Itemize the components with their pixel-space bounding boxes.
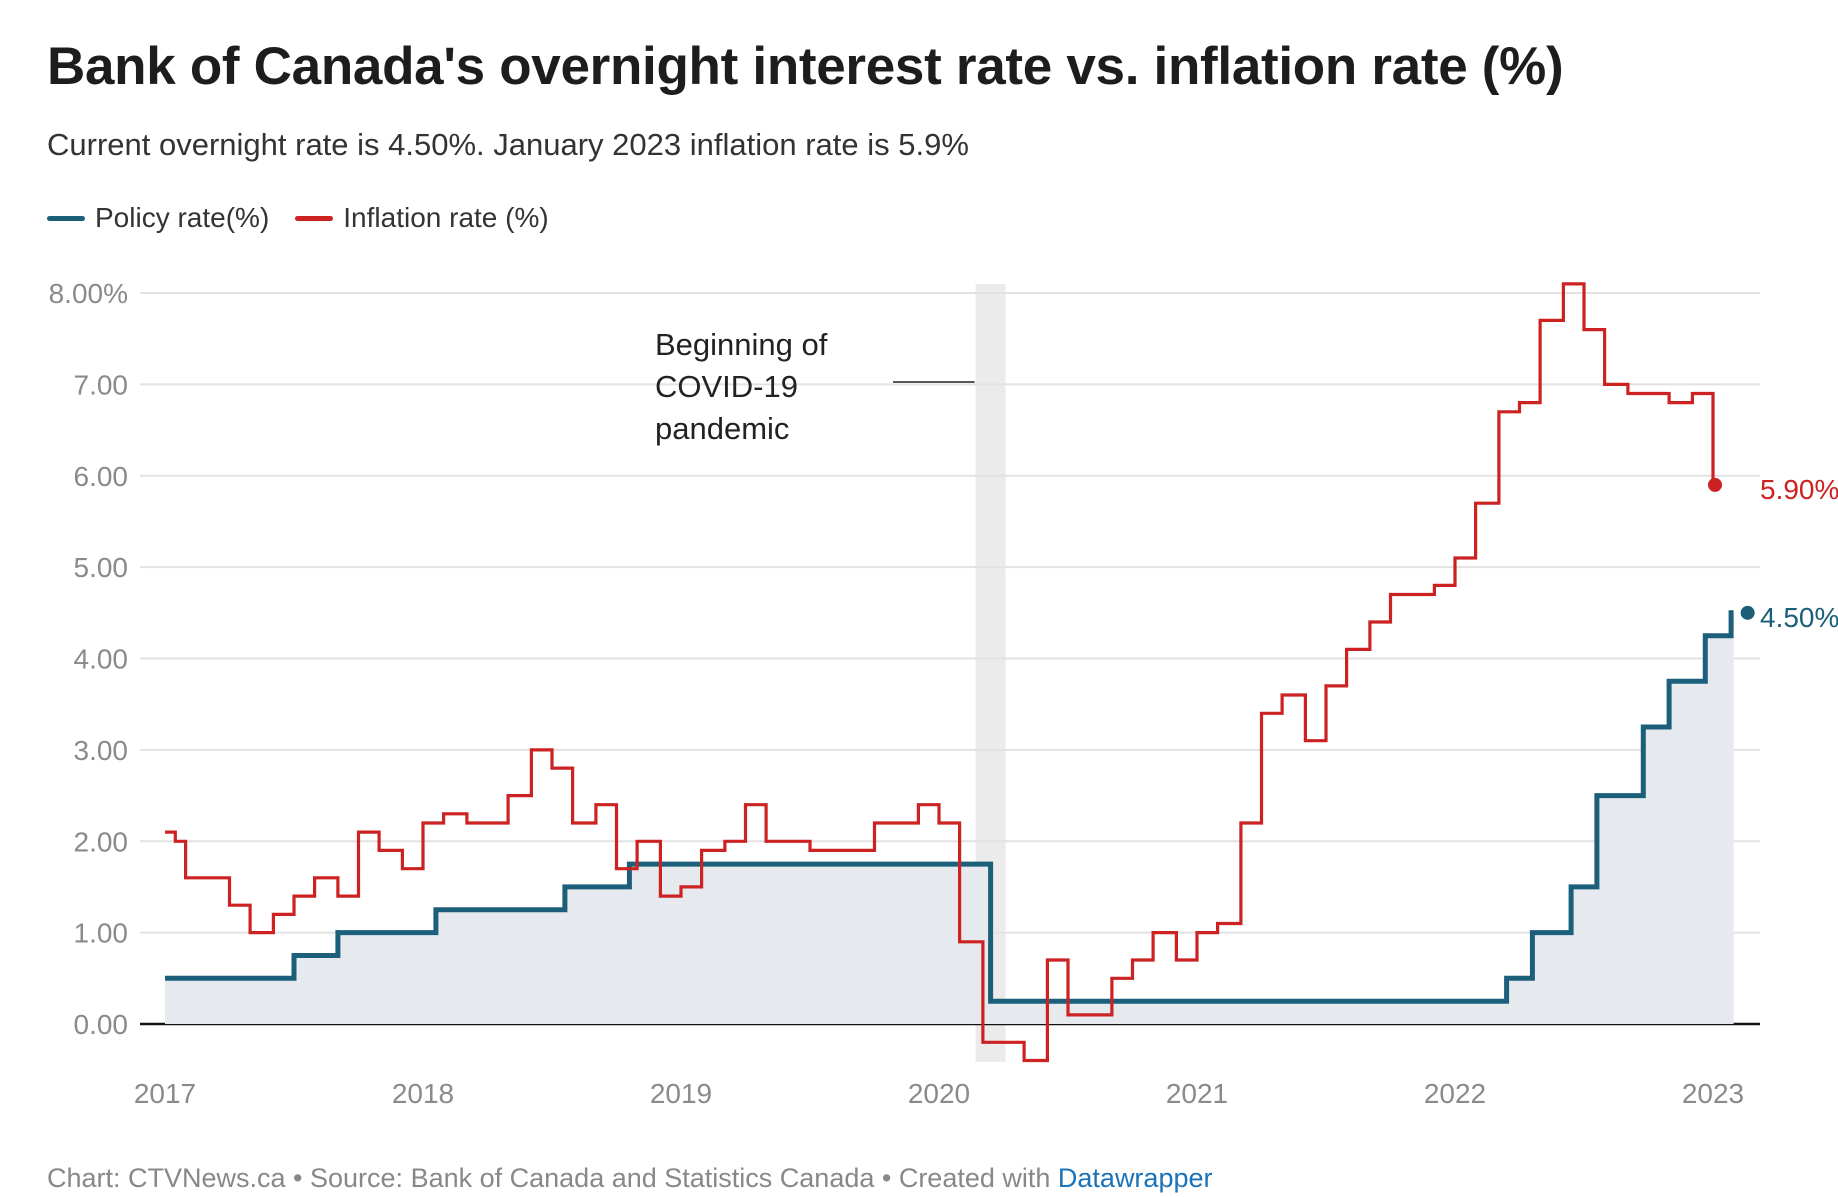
policy-rate-end-label: 4.50% [1760,602,1838,633]
inflation-rate-end-label: 5.90% [1760,474,1838,505]
x-tick-label: 2023 [1682,1078,1744,1109]
inflation-rate-end-marker [1708,477,1722,492]
policy-rate-line [165,610,1734,1004]
x-tick-label: 2022 [1424,1078,1486,1109]
chart-title: Bank of Canada's overnight interest rate… [47,37,1564,96]
y-tick-label: 6.00 [74,461,129,492]
legend-swatch-policy-rate [47,215,85,221]
y-tick-label: 2.00 [74,826,129,857]
legend: Policy rate(%) Inflation rate (%) [47,202,575,234]
chart-subtitle: Current overnight rate is 4.50%. January… [47,127,969,162]
covid-annotation-text: pandemic [655,411,789,446]
x-tick-label: 2017 [134,1078,196,1109]
y-tick-label: 3.00 [74,735,129,766]
inflation-rate-line [165,282,1715,1063]
footer-credits: Chart: CTVNews.ca • Source: Bank of Cana… [47,1163,1058,1193]
legend-swatch-inflation-rate [295,215,334,221]
y-tick-label: 5.00 [74,552,129,583]
x-tick-label: 2020 [908,1078,970,1109]
y-tick-label: 7.00 [74,369,129,400]
legend-label-policy-rate: Policy rate(%) [95,202,270,233]
y-tick-label: 1.00 [74,918,129,949]
policy-rate-area [165,612,1734,1024]
legend-item-policy-rate: Policy rate(%) [47,202,269,234]
x-tick-label: 2018 [392,1078,454,1109]
legend-label-inflation-rate: Inflation rate (%) [343,202,549,233]
y-tick-label: 8.00% [49,278,128,309]
covid-annotation-text: COVID-19 [655,369,798,404]
policy-rate-end-marker [1740,605,1755,620]
x-tick-label: 2019 [650,1078,712,1109]
y-tick-label: 0.00 [74,1009,129,1040]
datawrapper-link[interactable]: Datawrapper [1057,1163,1213,1193]
chart-plot: Beginning of COVID-19 pandemic 8.00% 7.00 6.… [49,278,1838,1109]
legend-item-inflation-rate: Inflation rate (%) [295,202,549,234]
chart-footer: Chart: CTVNews.ca • Source: Bank of Cana… [47,1163,1212,1194]
covid-annotation-text: Beginning of [655,327,828,362]
y-tick-label: 4.00 [74,644,129,675]
x-tick-label: 2021 [1166,1078,1228,1109]
